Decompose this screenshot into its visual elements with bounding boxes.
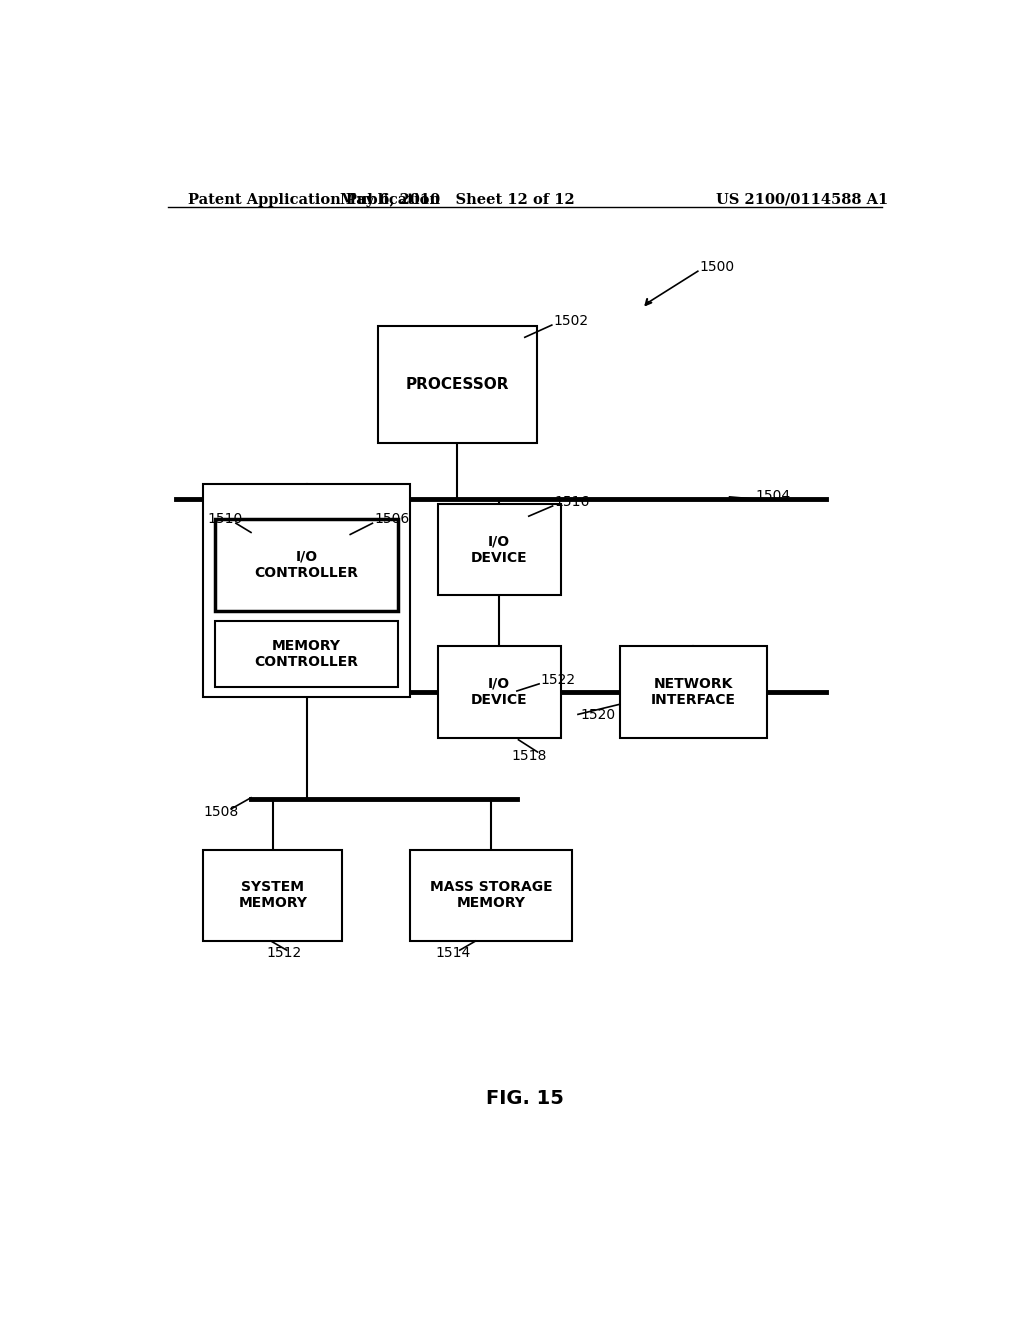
Text: 1500: 1500 bbox=[699, 260, 734, 275]
Bar bbox=[204, 850, 342, 941]
Text: MASS STORAGE
MEMORY: MASS STORAGE MEMORY bbox=[430, 880, 552, 911]
Text: PROCESSOR: PROCESSOR bbox=[406, 378, 509, 392]
Bar bbox=[410, 850, 572, 941]
Text: SYSTEM
MEMORY: SYSTEM MEMORY bbox=[239, 880, 307, 911]
Text: 1512: 1512 bbox=[267, 946, 302, 960]
Bar bbox=[215, 519, 398, 611]
Text: FIG. 15: FIG. 15 bbox=[485, 1089, 564, 1107]
Text: 1510: 1510 bbox=[207, 512, 243, 527]
Bar bbox=[620, 647, 767, 738]
Text: I/O
DEVICE: I/O DEVICE bbox=[471, 677, 527, 708]
Bar bbox=[215, 620, 398, 686]
Text: 1520: 1520 bbox=[581, 709, 615, 722]
Text: US 2100/0114588 A1: US 2100/0114588 A1 bbox=[717, 193, 889, 207]
Text: 1522: 1522 bbox=[541, 673, 575, 686]
Text: I/O
DEVICE: I/O DEVICE bbox=[471, 535, 527, 565]
Text: 1502: 1502 bbox=[553, 314, 589, 329]
Text: May 6, 2010   Sheet 12 of 12: May 6, 2010 Sheet 12 of 12 bbox=[340, 193, 574, 207]
Text: NETWORK
INTERFACE: NETWORK INTERFACE bbox=[651, 677, 736, 708]
Text: 1508: 1508 bbox=[204, 805, 239, 818]
Text: 1516: 1516 bbox=[554, 495, 590, 510]
Bar bbox=[204, 483, 410, 697]
Text: I/O
CONTROLLER: I/O CONTROLLER bbox=[255, 550, 358, 579]
Text: Patent Application Publication: Patent Application Publication bbox=[187, 193, 439, 207]
Bar bbox=[437, 504, 560, 595]
Bar bbox=[378, 326, 537, 444]
Text: MEMORY
CONTROLLER: MEMORY CONTROLLER bbox=[255, 639, 358, 669]
Text: 1504: 1504 bbox=[755, 488, 791, 503]
Bar bbox=[437, 647, 560, 738]
Text: 1514: 1514 bbox=[436, 946, 471, 960]
Text: 1518: 1518 bbox=[511, 748, 547, 763]
Text: 1506: 1506 bbox=[374, 512, 410, 527]
